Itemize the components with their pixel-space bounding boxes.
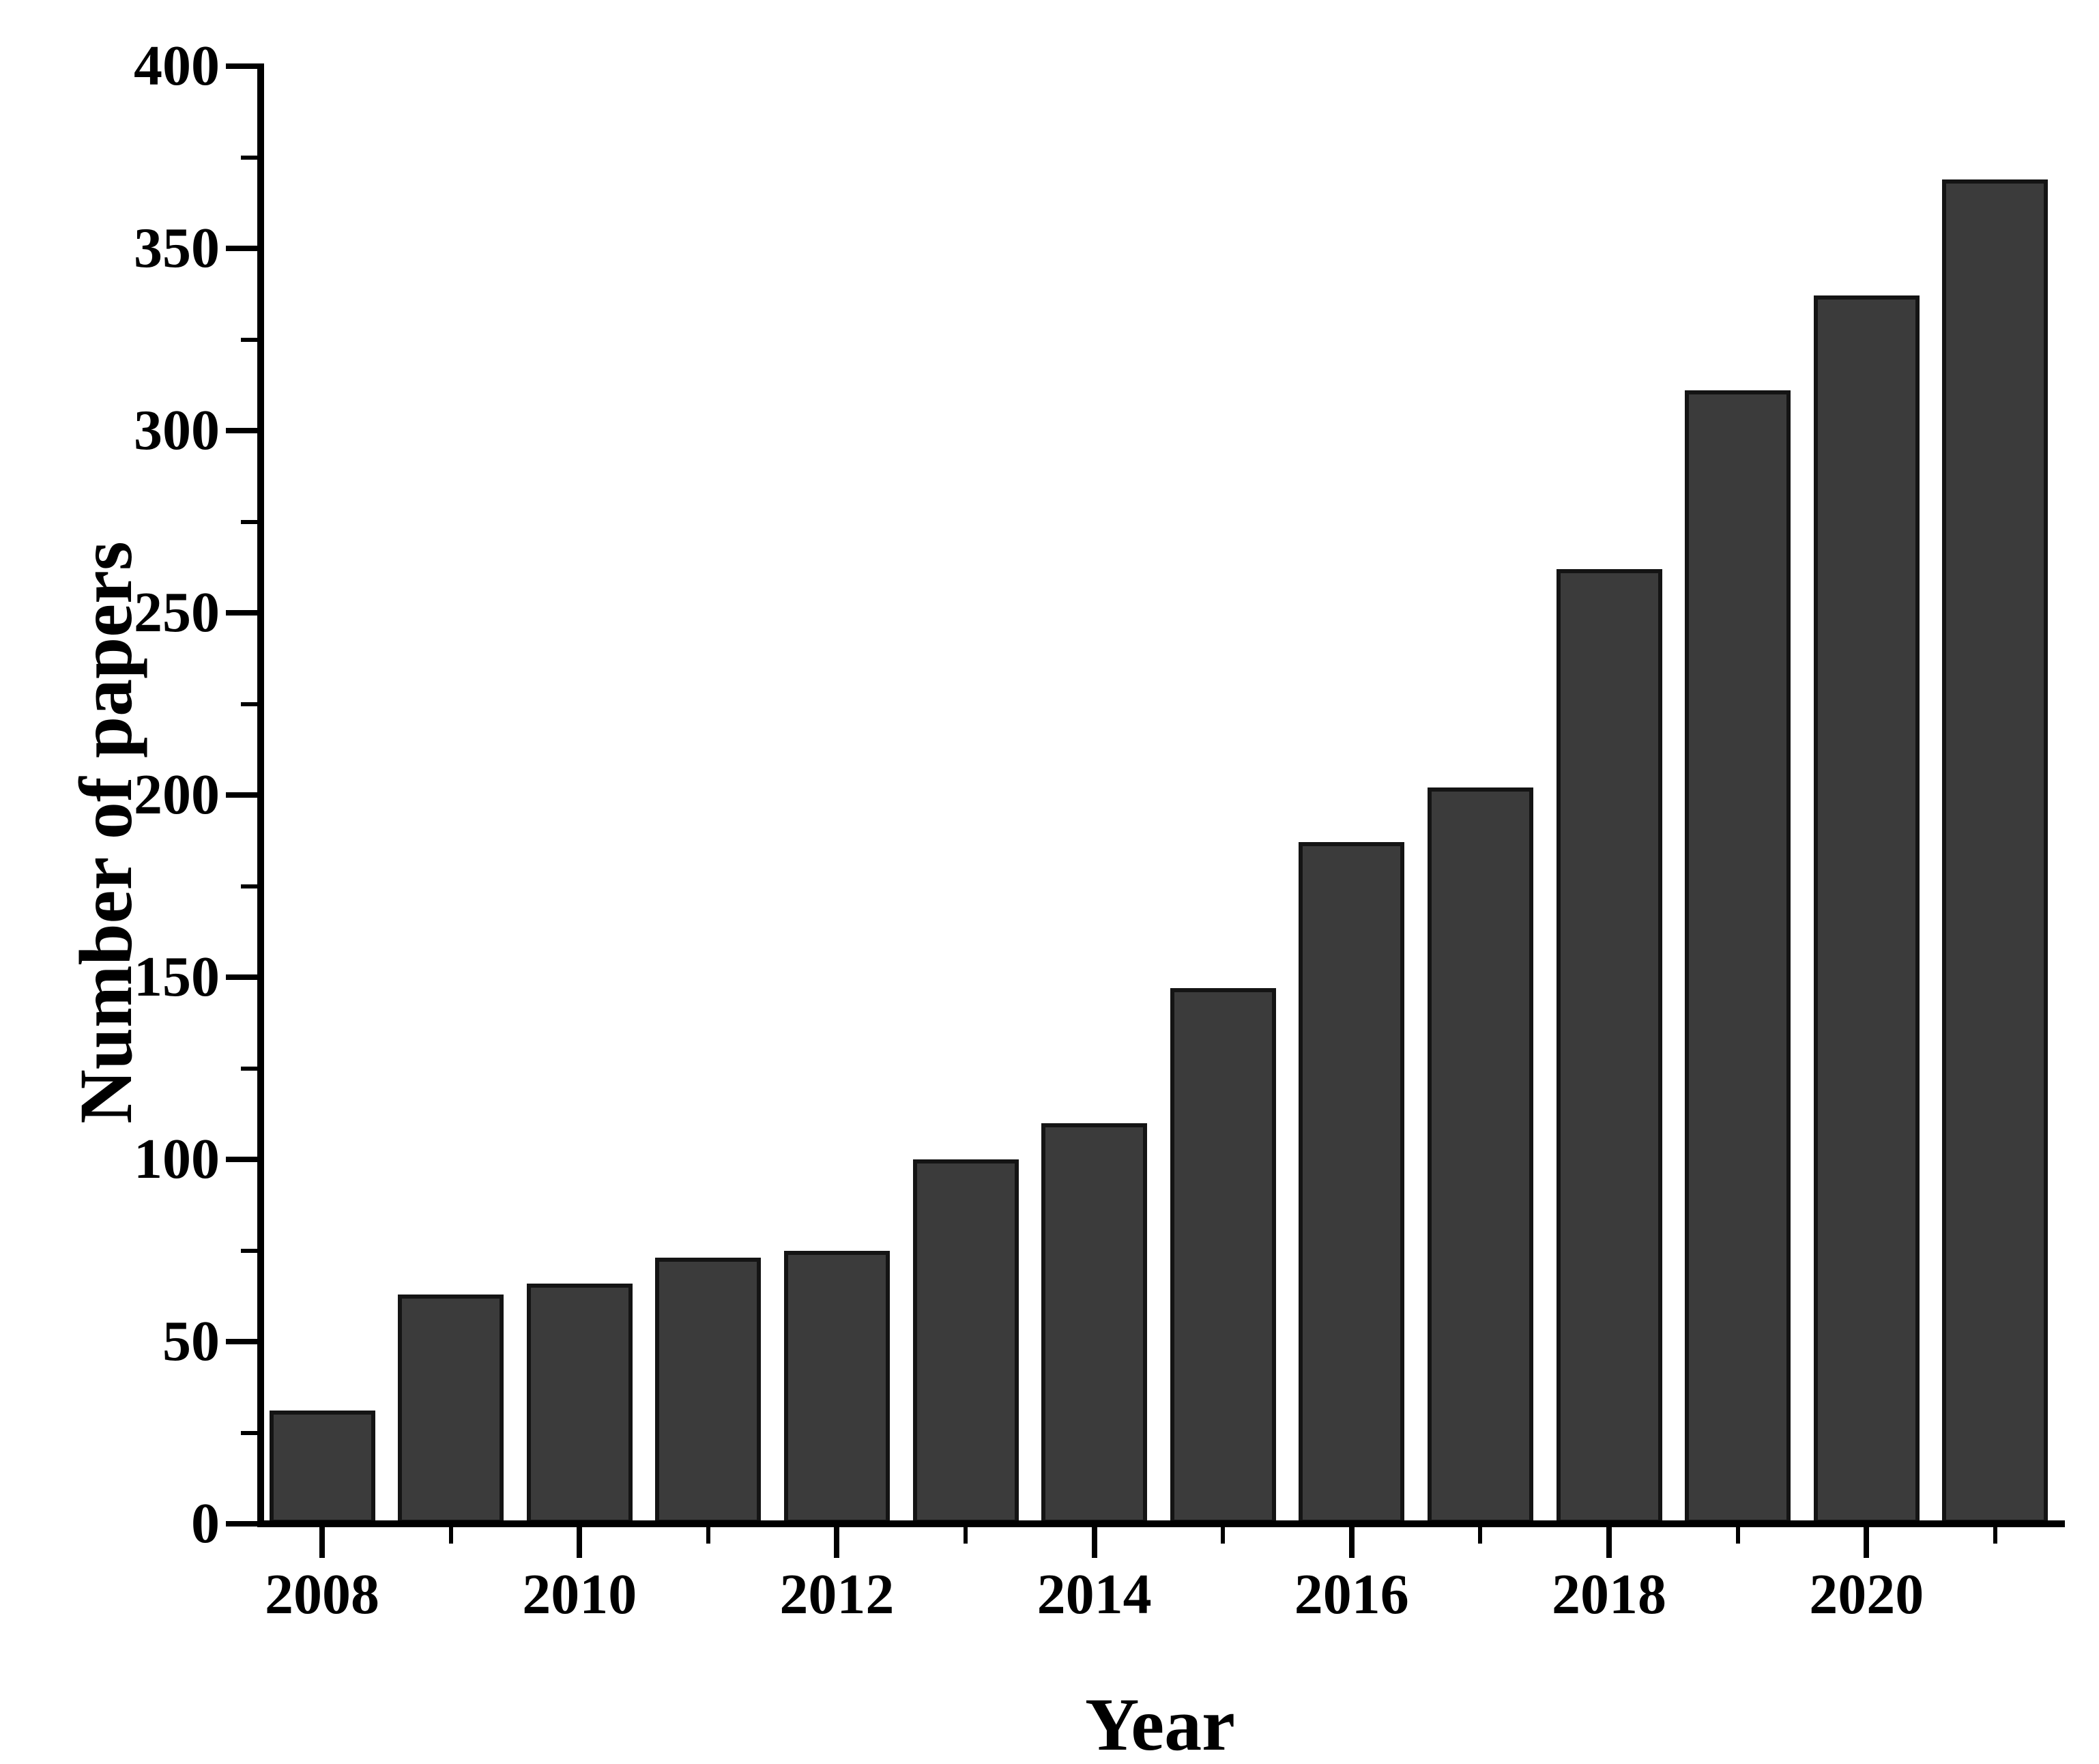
x-tick-label: 2010 [522, 1563, 637, 1626]
y-tick-label: 300 [134, 399, 220, 462]
bar-2013 [912, 1159, 1019, 1524]
x-axis-title: Year [1085, 1683, 1235, 1764]
y-major-tick [226, 1521, 257, 1527]
bar-2019 [1685, 390, 1791, 1524]
y-major-tick [226, 610, 257, 616]
x-tick-label: 2012 [779, 1563, 895, 1626]
y-tick-label: 150 [134, 945, 220, 1009]
bar-2010 [526, 1283, 633, 1524]
y-major-tick [226, 792, 257, 798]
y-tick-label: 400 [134, 34, 220, 98]
y-major-tick [226, 428, 257, 433]
x-tick-label: 2008 [265, 1563, 379, 1626]
x-major-tick [577, 1527, 583, 1558]
bar-2014 [1041, 1123, 1148, 1524]
x-major-tick [319, 1527, 325, 1558]
bar-2016 [1299, 842, 1405, 1524]
x-major-tick [1348, 1527, 1355, 1558]
y-major-tick [226, 1157, 257, 1162]
y-major-tick [226, 63, 257, 69]
y-major-tick [226, 246, 257, 251]
x-minor-tick [706, 1527, 710, 1544]
y-major-tick [226, 1339, 257, 1344]
x-axis-line [257, 1520, 2065, 1527]
bar-2017 [1427, 787, 1533, 1524]
bar-2008 [269, 1411, 375, 1524]
x-major-tick [1864, 1527, 1870, 1558]
y-tick-label: 250 [134, 581, 220, 644]
bar-2015 [1170, 988, 1276, 1524]
y-minor-tick [241, 1066, 257, 1071]
x-tick-label: 2018 [1552, 1563, 1666, 1626]
bar-2020 [1813, 295, 1920, 1524]
x-minor-tick [964, 1527, 968, 1544]
y-tick-label: 0 [191, 1492, 220, 1555]
x-major-tick [834, 1527, 840, 1558]
y-tick-label: 100 [134, 1127, 220, 1191]
x-minor-tick [1478, 1527, 1483, 1544]
x-tick-label: 2014 [1037, 1563, 1152, 1626]
y-minor-tick [241, 1248, 257, 1253]
y-minor-tick [241, 1430, 257, 1435]
y-axis-title: Number of papers [64, 541, 147, 1124]
y-minor-tick [241, 702, 257, 706]
bar-2018 [1556, 568, 1662, 1524]
bar-2011 [655, 1258, 762, 1524]
y-tick-label: 200 [134, 763, 220, 826]
bar-2012 [783, 1250, 890, 1524]
x-tick-label: 2020 [1809, 1563, 1924, 1626]
y-minor-tick [241, 155, 257, 160]
y-minor-tick [241, 519, 257, 524]
x-minor-tick [1993, 1527, 1997, 1544]
x-major-tick [1091, 1527, 1097, 1558]
y-minor-tick [241, 337, 257, 342]
bar-2021 [1942, 179, 2049, 1524]
y-axis-line [257, 63, 264, 1527]
x-minor-tick [448, 1527, 453, 1544]
x-minor-tick [1221, 1527, 1226, 1544]
x-minor-tick [1735, 1527, 1740, 1544]
y-tick-label: 50 [162, 1310, 220, 1373]
y-minor-tick [241, 884, 257, 888]
bar-2009 [398, 1294, 504, 1524]
y-tick-label: 350 [134, 216, 220, 280]
x-major-tick [1606, 1527, 1612, 1558]
y-major-tick [226, 974, 257, 980]
x-tick-label: 2016 [1294, 1563, 1409, 1626]
